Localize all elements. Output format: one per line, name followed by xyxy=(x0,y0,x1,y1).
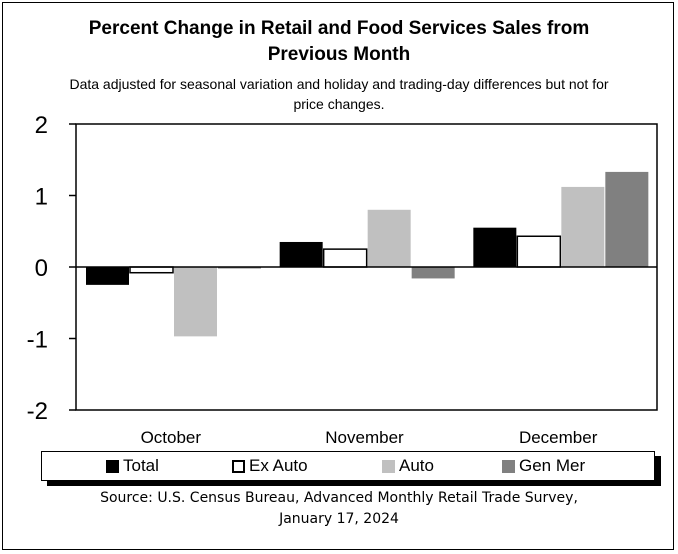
legend-swatch xyxy=(232,459,245,473)
bar-ex-auto-november xyxy=(322,248,368,268)
y-tick-label: 0 xyxy=(35,255,48,282)
chart-title: Percent Change in Retail and Food Servic… xyxy=(0,16,678,68)
x-category-label: November xyxy=(325,428,404,447)
chart-subtitle: Data adjusted for seasonal variation and… xyxy=(0,74,678,114)
legend-item-gen-mer: Gen Mer xyxy=(502,452,585,480)
legend-item-auto: Auto xyxy=(382,452,434,480)
legend-label: Total xyxy=(123,456,159,475)
bar-total-december xyxy=(473,227,517,267)
source-line-2: January 17, 2024 xyxy=(279,511,399,527)
x-category-label: October xyxy=(141,428,202,447)
bar-auto-december xyxy=(561,186,605,267)
legend-item-ex-auto: Ex Auto xyxy=(232,452,308,480)
legend-label: Auto xyxy=(399,456,434,475)
chart-legend: Total Ex Auto Auto Gen Mer xyxy=(41,451,655,481)
y-tick-label: 2 xyxy=(35,112,48,139)
chart-title-line-1: Percent Change in Retail and Food Servic… xyxy=(88,18,590,39)
legend-label: Gen Mer xyxy=(519,456,586,475)
bar-auto-november xyxy=(367,209,411,267)
source-line-1: Source: U.S. Census Bureau, Advanced Mon… xyxy=(100,490,578,506)
bar-ex-auto-october xyxy=(129,266,174,274)
legend-swatch xyxy=(502,459,515,473)
y-tick-label: -2 xyxy=(27,398,48,425)
legend-label: Ex Auto xyxy=(249,456,308,475)
chart-subtitle-line-1: Data adjusted for seasonal variation and… xyxy=(69,76,609,92)
bar-total-november xyxy=(279,241,323,267)
y-tick-label: 1 xyxy=(35,184,48,211)
bar-total-october xyxy=(86,267,129,285)
legend-item-total: Total xyxy=(106,452,159,480)
source-note: Source: U.S. Census Bureau, Advanced Mon… xyxy=(0,488,678,530)
legend-swatch xyxy=(106,459,119,473)
bar-gen-mer-november xyxy=(411,267,455,279)
y-tick-label: -1 xyxy=(27,327,48,354)
chart-title-line-2: Previous Month xyxy=(267,44,411,65)
x-category-label: December xyxy=(519,428,598,447)
bar-auto-october xyxy=(174,267,217,337)
bar-gen-mer-december xyxy=(605,171,649,267)
legend-swatch xyxy=(382,459,395,473)
bar-ex-auto-december xyxy=(516,235,562,268)
chart-subtitle-line-2: price changes. xyxy=(293,96,385,112)
